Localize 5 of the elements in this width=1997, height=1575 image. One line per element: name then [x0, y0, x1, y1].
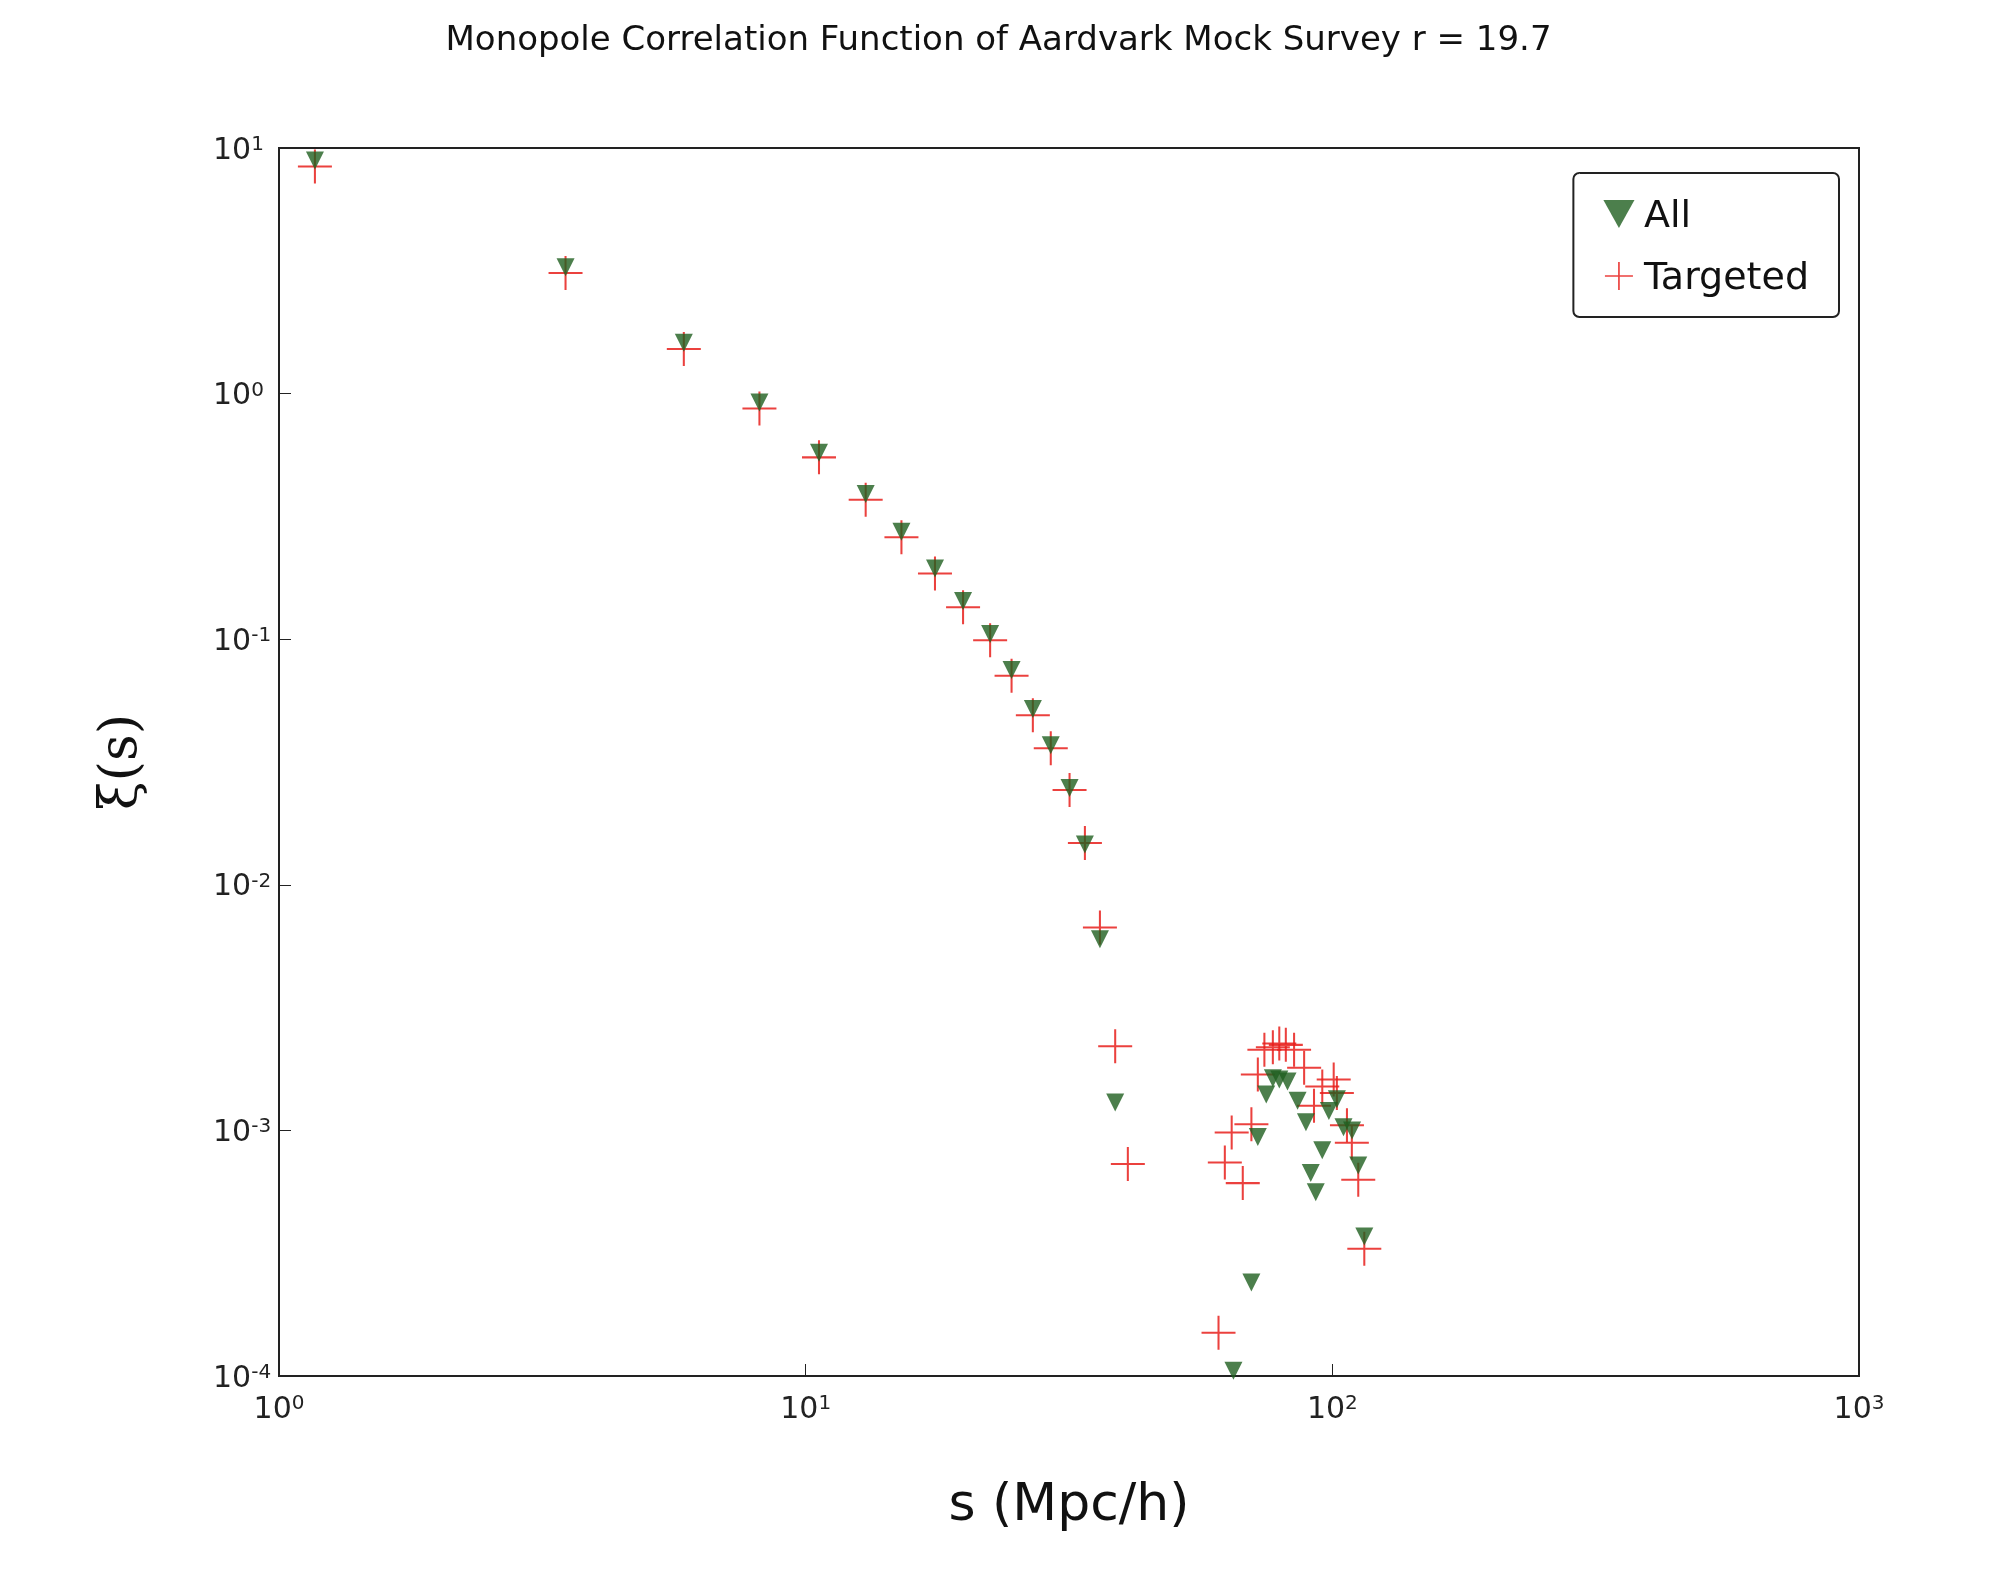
chart-title: Monopole Correlation Function of Aardvark Mock Survey r = 19.7 — [445, 18, 1552, 58]
legend-label: All — [1643, 192, 1692, 236]
y-axis-title: ξ(s) — [88, 714, 148, 810]
x-axis-title: s (Mpc/h) — [948, 1472, 1190, 1532]
legend-label: Targeted — [1642, 254, 1809, 298]
